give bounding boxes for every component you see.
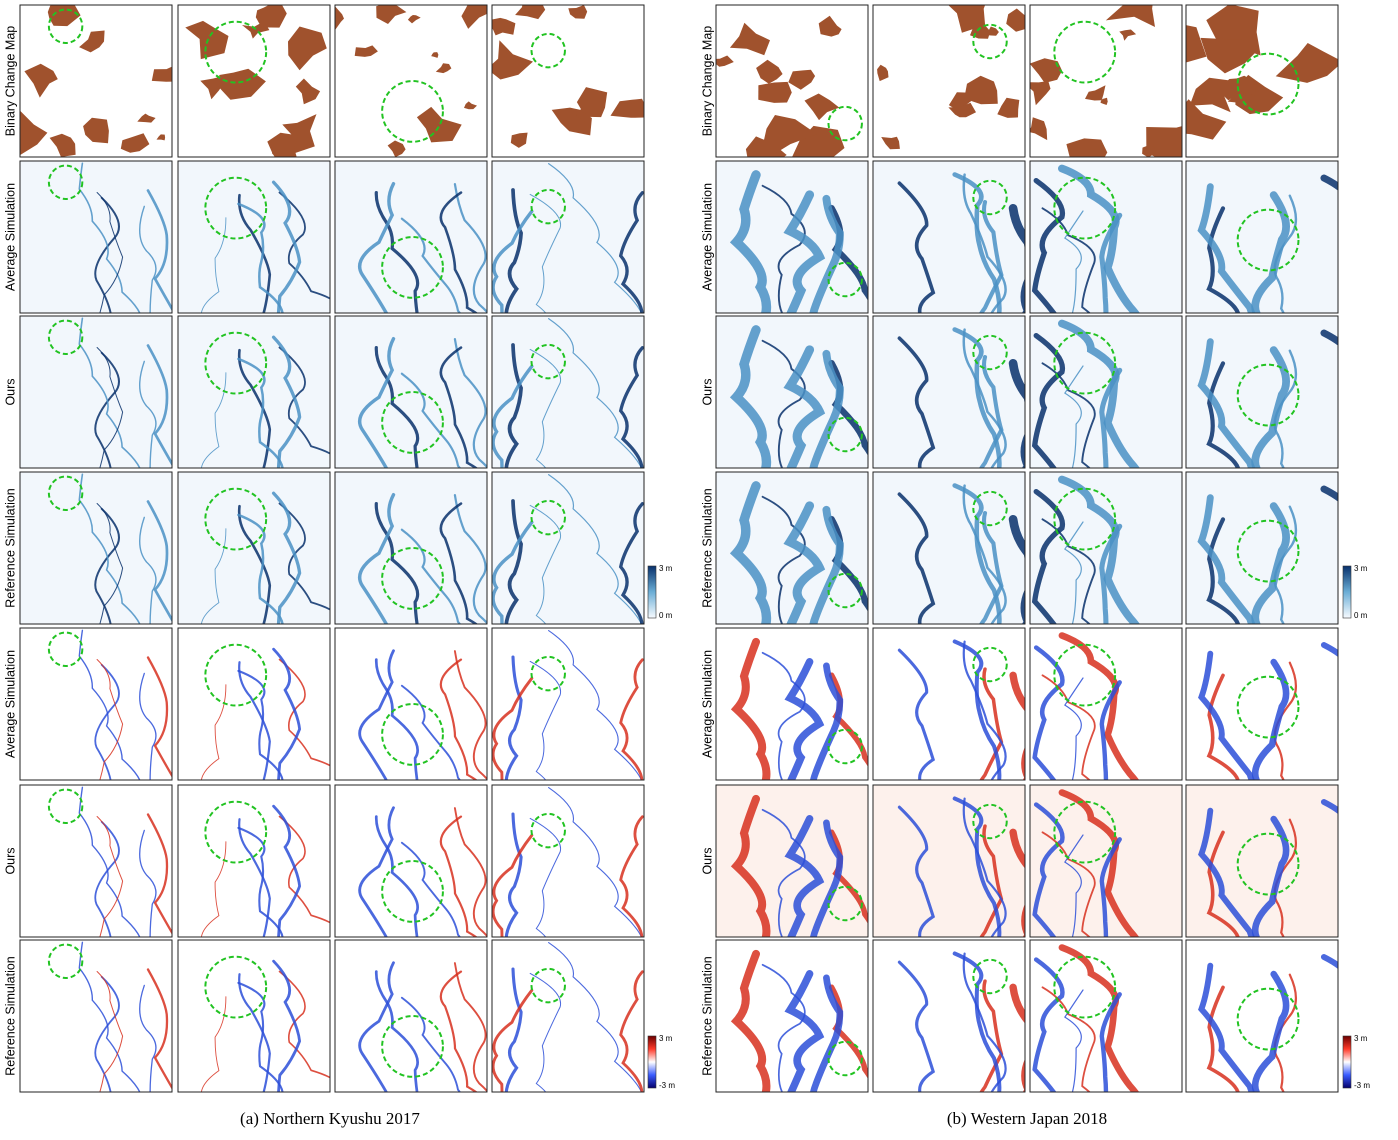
colorbar: [648, 1036, 656, 1088]
colorbar-label: 3 m: [1354, 1034, 1368, 1043]
colorbar: [1343, 1036, 1351, 1088]
row-label: Reference Simulation: [700, 488, 714, 608]
tile-bg: [873, 940, 1025, 1092]
row-label: Binary Change Map: [700, 26, 714, 137]
tile-bg: [873, 628, 1025, 780]
tile-bg: [873, 316, 1025, 468]
row-label: Ours: [700, 847, 714, 874]
image-tile: [873, 0, 1031, 157]
tile-bg: [20, 628, 172, 780]
row-label: Reference Simulation: [3, 488, 17, 608]
row-label: Average Simulation: [700, 183, 714, 291]
colorbar-label: -3 m: [659, 1081, 675, 1090]
tile-bg: [492, 5, 644, 157]
tile-bg: [20, 940, 172, 1092]
image-tile: [492, 940, 666, 1135]
row-label: Binary Change Map: [3, 26, 17, 137]
image-tile: [486, 0, 646, 157]
tile-bg: [873, 472, 1025, 624]
image-tile: [178, 0, 330, 165]
tile-bg: [873, 5, 1025, 157]
tile-bg: [873, 785, 1025, 937]
image-tile: [175, 940, 345, 1135]
image-tile: [713, 5, 868, 177]
row-label: Average Simulation: [3, 650, 17, 758]
colorbar-label: 3 m: [659, 1034, 673, 1043]
tile-bg: [20, 472, 172, 624]
image-tile: [20, 940, 181, 1135]
tile-bg: [873, 161, 1025, 313]
row-label: Ours: [3, 378, 17, 405]
row-label: Reference Simulation: [3, 956, 17, 1076]
colorbar: [648, 566, 656, 618]
figure: (a) Northern Kyushu 2017 (b) Western Jap…: [0, 0, 1398, 1135]
image-tile: [6, 0, 185, 157]
row-label: Average Simulation: [700, 650, 714, 758]
tile-bg: [335, 5, 487, 157]
tile-bg: [20, 316, 172, 468]
colorbar: [1343, 566, 1351, 618]
image-tile: [716, 940, 878, 1135]
row-label: Ours: [700, 378, 714, 405]
caption: (b) Western Japan 2018: [947, 1109, 1107, 1128]
colorbar-label: 0 m: [659, 611, 673, 620]
row-label: Reference Simulation: [700, 956, 714, 1076]
change-patch: [758, 82, 792, 103]
tile-bg: [20, 161, 172, 313]
colorbar-label: 0 m: [1354, 611, 1368, 620]
colorbar-label: 3 m: [659, 564, 673, 573]
caption: (a) Northern Kyushu 2017: [240, 1109, 420, 1128]
row-label: Ours: [3, 847, 17, 874]
image-tile: [873, 940, 1031, 1135]
colorbar-label: -3 m: [1354, 1081, 1370, 1090]
row-label: Average Simulation: [3, 183, 17, 291]
colorbar-label: 3 m: [1354, 564, 1368, 573]
image-tile: [329, 0, 492, 157]
image-tile: [1030, 940, 1182, 1135]
tile-bg: [20, 785, 172, 937]
